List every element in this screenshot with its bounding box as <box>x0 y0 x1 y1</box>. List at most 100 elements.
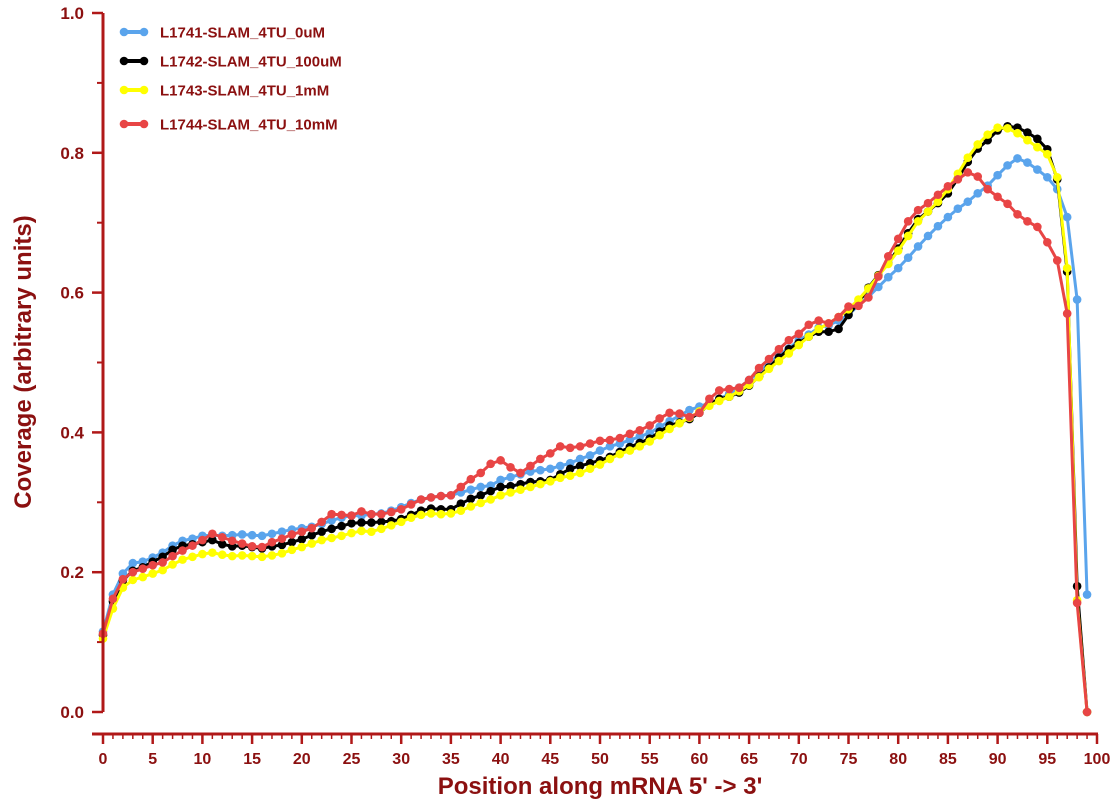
data-point <box>893 246 903 255</box>
data-point <box>655 430 664 440</box>
data-point <box>267 537 277 547</box>
data-point <box>605 442 615 451</box>
data-point <box>635 426 645 435</box>
data-point <box>257 542 267 552</box>
data-point <box>585 464 595 474</box>
data-point <box>913 242 923 251</box>
data-point <box>615 449 625 459</box>
data-point <box>1003 161 1012 170</box>
data-point <box>227 536 237 546</box>
data-point <box>516 485 525 495</box>
legend-swatch-point <box>139 85 149 95</box>
x-tick-label: 90 <box>989 751 1007 768</box>
data-point <box>1062 212 1072 222</box>
data-point <box>1062 309 1072 318</box>
data-point <box>178 546 187 555</box>
data-point <box>377 517 386 527</box>
data-point <box>267 529 277 539</box>
data-point <box>714 386 724 395</box>
data-point <box>297 535 307 544</box>
data-point <box>774 344 784 354</box>
x-tick-label: 0 <box>99 751 108 768</box>
data-point <box>486 486 495 496</box>
data-point <box>615 433 625 443</box>
data-point <box>486 495 495 504</box>
data-point <box>247 551 257 561</box>
data-point <box>754 363 764 373</box>
data-point <box>605 435 615 445</box>
data-point <box>426 493 436 502</box>
data-point <box>546 464 555 474</box>
data-point <box>903 253 913 262</box>
data-point <box>565 464 575 474</box>
data-point <box>118 574 128 584</box>
data-point <box>217 550 227 560</box>
data-point <box>307 530 317 540</box>
data-point <box>854 301 863 311</box>
x-tick-label: 55 <box>641 751 659 768</box>
data-point <box>377 509 386 519</box>
data-point <box>496 491 505 500</box>
y-tick-label: 0.8 <box>60 144 84 163</box>
data-point <box>257 552 267 562</box>
data-point <box>526 482 535 492</box>
x-tick-label: 70 <box>790 751 808 768</box>
data-point <box>923 198 933 208</box>
data-point <box>883 272 893 282</box>
data-point <box>923 231 933 241</box>
series-line <box>101 170 1089 713</box>
data-point <box>327 516 336 525</box>
data-point <box>416 495 426 504</box>
data-point <box>297 527 307 536</box>
data-point <box>396 517 406 527</box>
data-point <box>724 384 734 394</box>
data-point <box>307 523 317 533</box>
data-point <box>625 429 635 439</box>
data-point <box>148 560 157 570</box>
data-point <box>933 197 943 207</box>
data-point <box>1082 707 1092 717</box>
data-point <box>337 531 346 541</box>
data-point <box>734 383 744 392</box>
data-point <box>486 459 495 469</box>
data-point <box>446 509 456 518</box>
data-point <box>913 217 923 226</box>
data-point <box>1062 263 1072 273</box>
data-point <box>237 551 247 560</box>
data-point <box>675 409 684 418</box>
data-point <box>237 539 247 548</box>
data-point <box>744 375 754 385</box>
data-point <box>635 432 645 441</box>
data-point <box>257 531 267 541</box>
x-tick-label: 60 <box>691 751 709 768</box>
data-point <box>148 569 157 578</box>
data-point <box>496 456 505 465</box>
legend-swatch-point <box>119 85 129 95</box>
y-tick-label: 1.0 <box>60 4 84 23</box>
data-point <box>993 170 1002 180</box>
data-point <box>347 528 356 538</box>
y-tick-label: 0.0 <box>60 703 84 722</box>
data-point <box>1043 172 1052 182</box>
data-point <box>973 172 983 181</box>
data-point <box>317 535 326 545</box>
data-point <box>188 541 197 550</box>
data-point <box>267 551 277 560</box>
x-tick-label: 65 <box>740 751 758 768</box>
legend-item: L1743-SLAM_4TU_1mM <box>119 83 329 100</box>
data-point <box>685 405 694 415</box>
data-point <box>128 558 138 568</box>
data-point <box>794 329 804 339</box>
data-point <box>864 293 873 302</box>
data-point <box>903 231 913 241</box>
data-point <box>138 564 148 574</box>
data-point <box>1013 210 1022 219</box>
data-point <box>277 534 287 543</box>
data-point <box>963 153 973 162</box>
x-tick-label: 95 <box>1038 751 1056 768</box>
data-point <box>476 482 486 492</box>
data-point <box>168 560 177 569</box>
x-tick-label: 20 <box>293 751 311 768</box>
data-point <box>158 565 167 575</box>
data-point <box>665 424 674 434</box>
